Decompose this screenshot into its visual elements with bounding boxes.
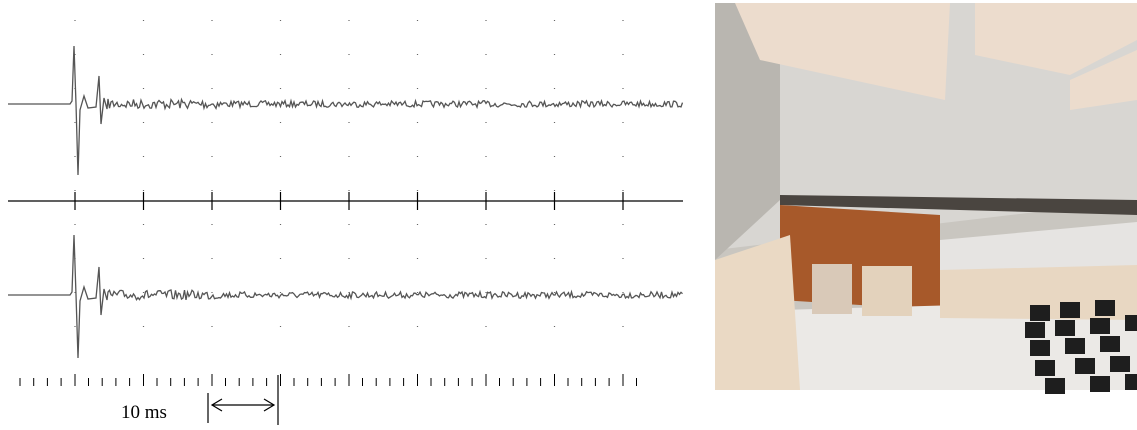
- door: [812, 264, 852, 314]
- chair: [1055, 320, 1075, 336]
- side-panels: [715, 235, 800, 390]
- chair: [1065, 338, 1085, 354]
- chair: [1090, 376, 1110, 392]
- chair: [1060, 302, 1080, 318]
- scale-label: 10 ms: [121, 402, 167, 423]
- chair: [1035, 360, 1055, 376]
- chair: [1125, 374, 1137, 390]
- chair: [1095, 300, 1115, 316]
- panel: [862, 266, 912, 316]
- chair: [1030, 305, 1050, 321]
- chair: [1110, 356, 1130, 372]
- chair: [1030, 340, 1050, 356]
- scale-bar: 10 ms: [121, 375, 278, 425]
- chair: [1090, 318, 1110, 334]
- chair: [1075, 358, 1095, 374]
- figure-canvas: 10 ms: [0, 0, 1137, 430]
- hall-model-photo: [715, 3, 1137, 394]
- figure: 10 ms: [0, 0, 1137, 430]
- waveform: [8, 235, 683, 358]
- chair: [1125, 315, 1137, 331]
- chair: [1100, 336, 1120, 352]
- time-ruler: [20, 374, 637, 386]
- impulse-responses: [8, 20, 683, 360]
- chair: [1045, 378, 1065, 394]
- chair: [1025, 322, 1045, 338]
- wood-wall: [780, 205, 940, 310]
- waveform: [8, 46, 683, 175]
